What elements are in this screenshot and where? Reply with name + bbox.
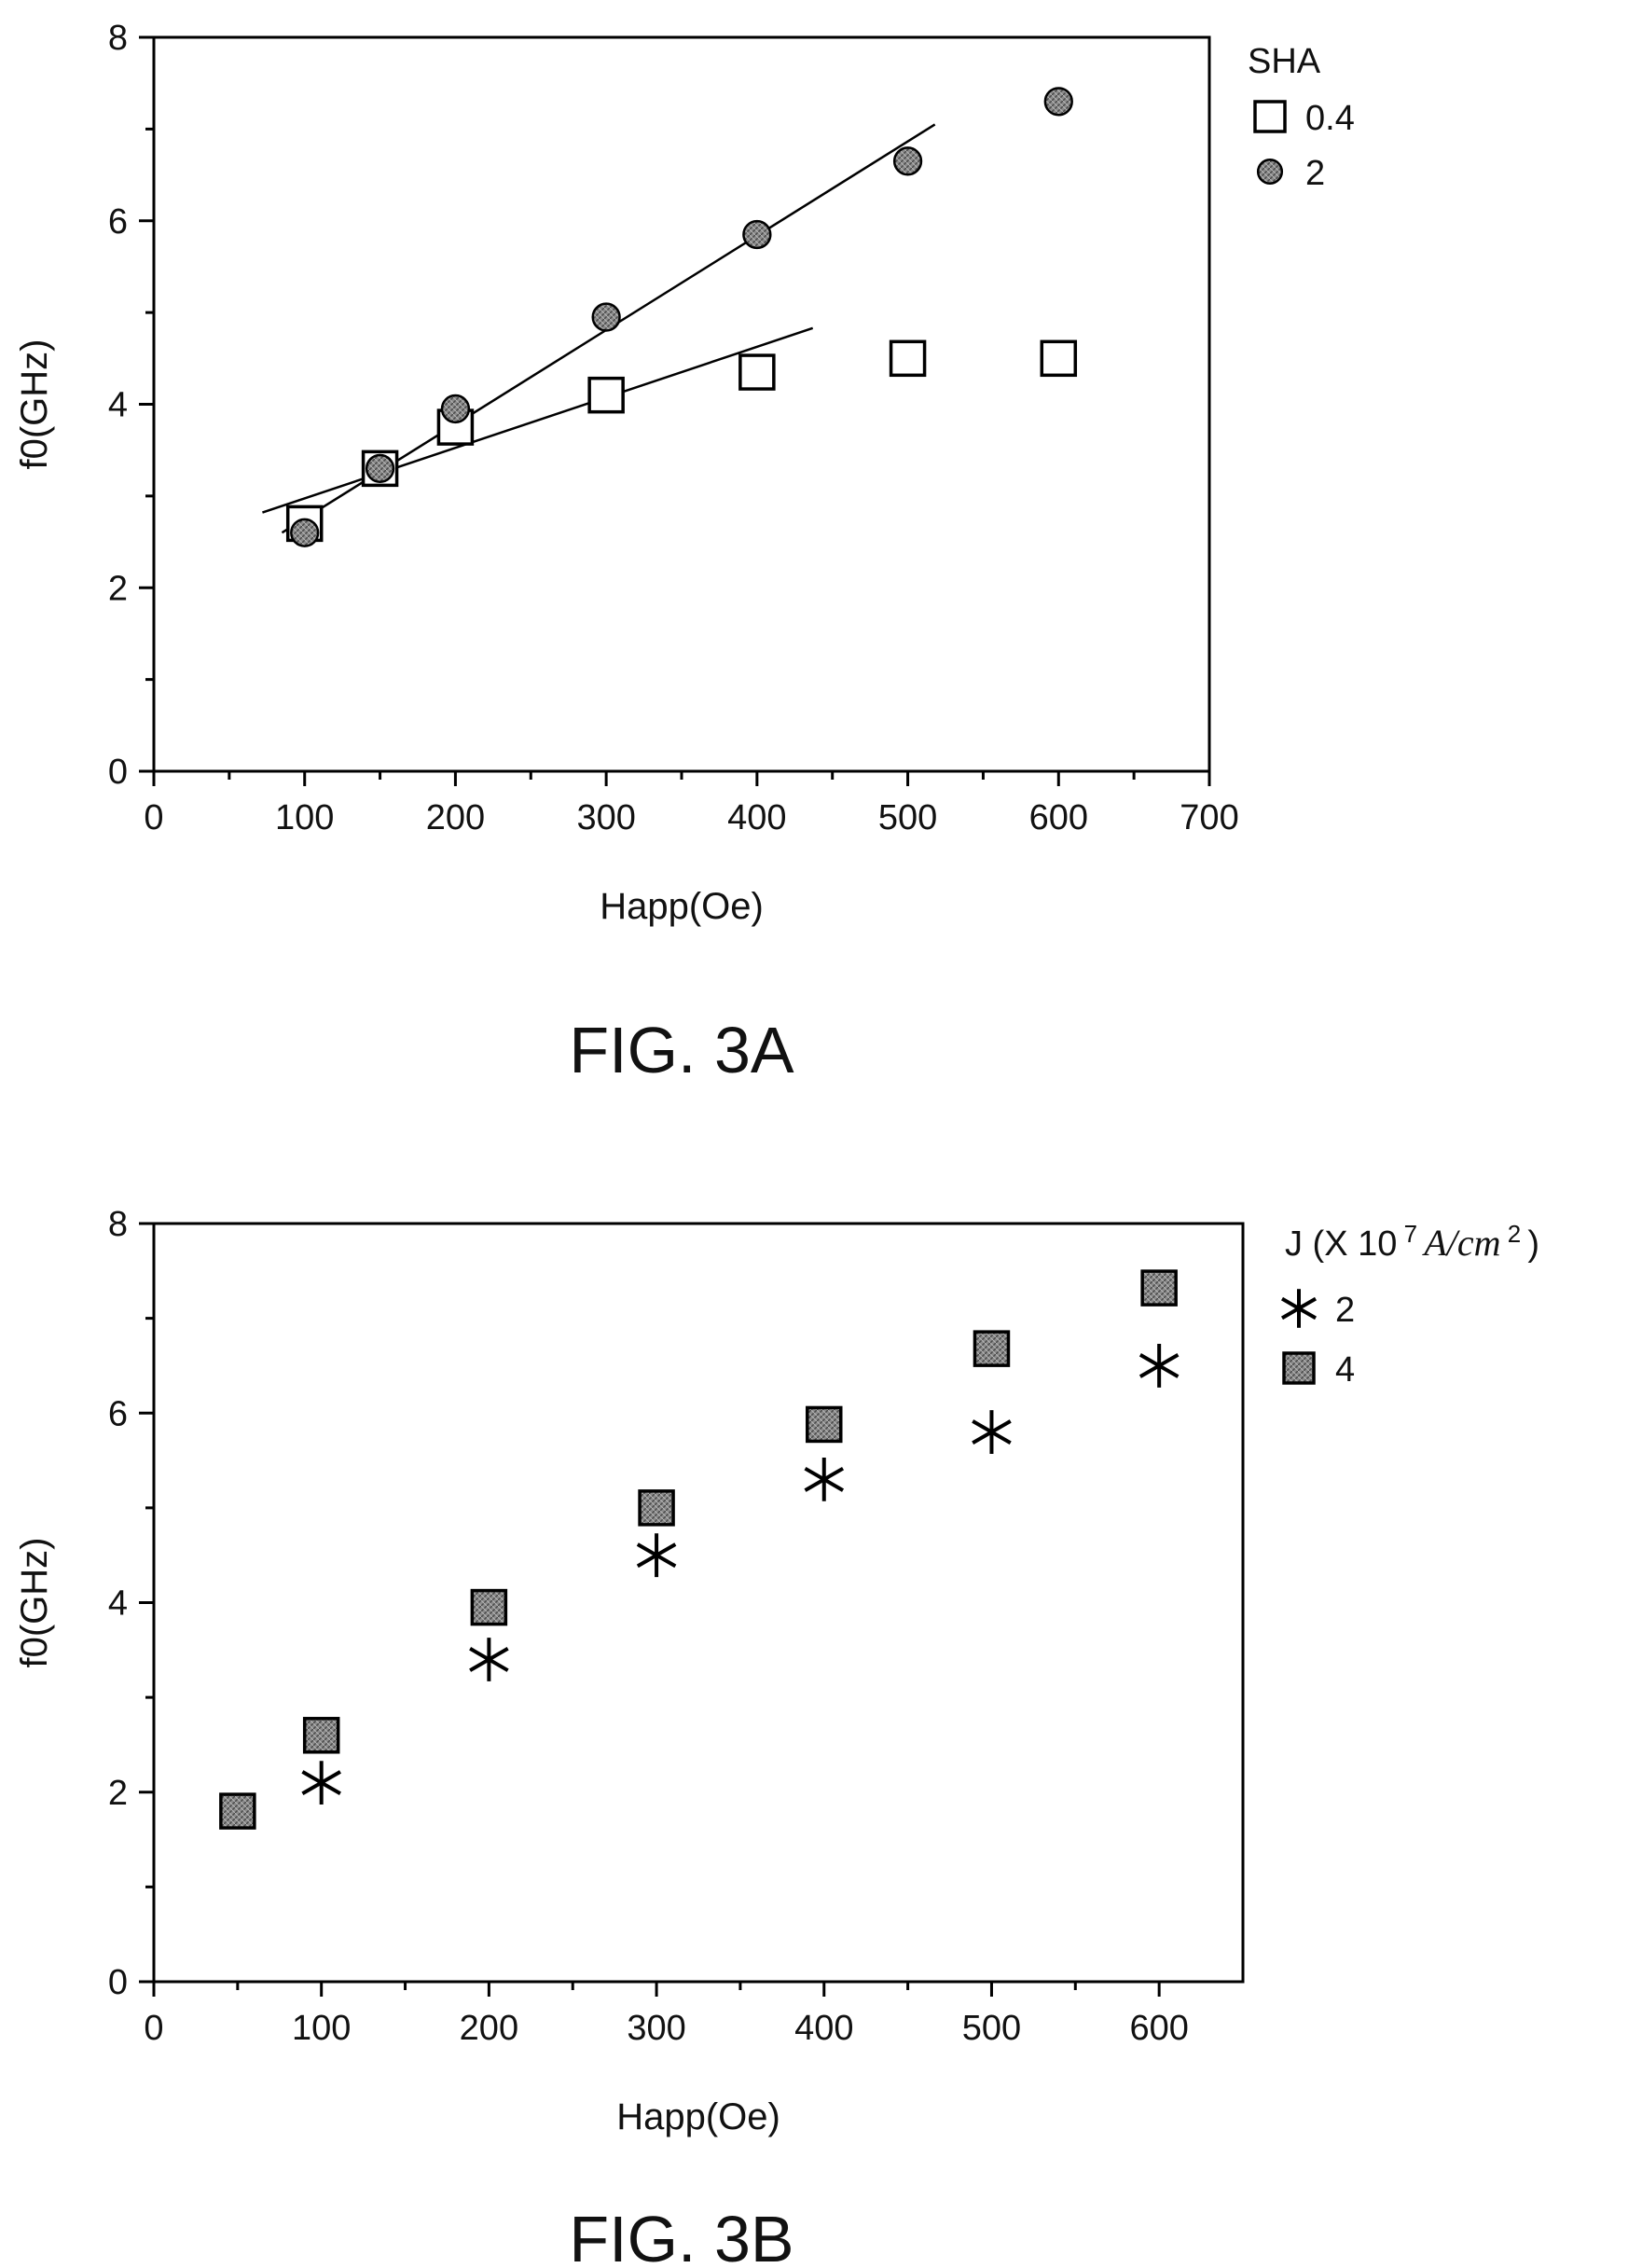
data-point: [804, 1457, 845, 1501]
legend-entry-label: 2: [1335, 1291, 1355, 1330]
data-point: [301, 1761, 341, 1805]
data-point: [972, 1410, 1012, 1454]
legend-entry-label: 4: [1335, 1350, 1355, 1390]
x-tick-label: 500: [878, 798, 937, 837]
y-tick-label: 0: [108, 753, 128, 792]
data-point: [892, 146, 923, 176]
data-point: [889, 339, 927, 378]
data-point: [1140, 1269, 1178, 1307]
x-tick-label: 200: [426, 798, 485, 837]
figure-caption: FIG. 3A: [569, 1014, 793, 1086]
data-point: [365, 453, 395, 484]
data-point: [738, 353, 776, 391]
x-tick-label: 600: [1029, 798, 1088, 837]
data-point: [440, 394, 471, 424]
x-tick-label: 100: [275, 798, 334, 837]
x-tick-label: 400: [727, 798, 786, 837]
data-point: [636, 1533, 677, 1578]
data-point: [1138, 1344, 1180, 1388]
x-tick-label: 300: [627, 2009, 685, 2048]
y-tick-label: 6: [108, 1394, 128, 1433]
plot-frame: [152, 1222, 1245, 1984]
data-point: [302, 1717, 340, 1754]
x-tick-label: 0: [144, 2009, 163, 2048]
y-tick-label: 0: [108, 1963, 128, 2002]
legend-entry-label: 0.4: [1305, 99, 1355, 138]
x-axis-title: Happ(Oe): [616, 2096, 780, 2137]
legend-marker: [1280, 1289, 1318, 1328]
chart-fig-3a: 0 100 200 300 400 500 600 700 0 2 4 6 8 Happ(Oe) f0(GH…: [14, 19, 1355, 1086]
legend-entry-label: 2: [1305, 154, 1325, 193]
x-tick-label: 0: [144, 798, 163, 837]
legend-title: SHA: [1248, 42, 1321, 81]
data-point: [742, 219, 772, 250]
x-tick-label: 600: [1129, 2009, 1188, 2048]
x-tick-label: 100: [292, 2009, 351, 2048]
data-point: [219, 1792, 256, 1830]
x-axis-title: Happ(Oe): [600, 886, 764, 927]
legend-marker: [1253, 100, 1287, 133]
y-tick-label: 4: [108, 386, 128, 425]
plot-frame: [152, 35, 1211, 773]
data-point: [1040, 339, 1078, 378]
y-tick-label: 4: [108, 1584, 128, 1624]
data-point: [469, 1638, 509, 1681]
y-tick-label: 8: [108, 1205, 128, 1244]
data-point: [1043, 87, 1073, 117]
y-tick-label: 2: [108, 1774, 128, 1813]
data-point: [973, 1330, 1011, 1367]
data-point: [587, 376, 625, 414]
x-tick-label: 200: [460, 2009, 518, 2048]
data-point: [591, 302, 621, 332]
y-axis-title: f0(GHz): [14, 339, 55, 470]
x-tick-label: 400: [794, 2009, 853, 2048]
data-point: [638, 1489, 675, 1527]
y-tick-label: 8: [108, 19, 128, 58]
legend-marker: [1256, 158, 1284, 186]
x-tick-label: 700: [1180, 798, 1238, 837]
y-tick-label: 6: [108, 202, 128, 242]
y-tick-label: 2: [108, 569, 128, 608]
x-tick-label: 500: [962, 2009, 1021, 2048]
chart-fig-3b: 0 100 200 300 400 500 600 0 2 4 6 8 Happ(Oe) f0(GHz) J…: [14, 1205, 1539, 2268]
y-axis-title: f0(GHz): [14, 1538, 55, 1668]
legend-title: J (X 10 7 A/cm 2 ): [1285, 1220, 1539, 1264]
x-tick-label: 300: [576, 798, 635, 837]
fit-line-series-0: [262, 326, 814, 514]
data-point: [806, 1405, 843, 1444]
figure-caption: FIG. 3B: [569, 2203, 793, 2268]
data-point: [290, 518, 320, 547]
data-point: [470, 1588, 508, 1626]
legend-marker: [1282, 1351, 1316, 1385]
